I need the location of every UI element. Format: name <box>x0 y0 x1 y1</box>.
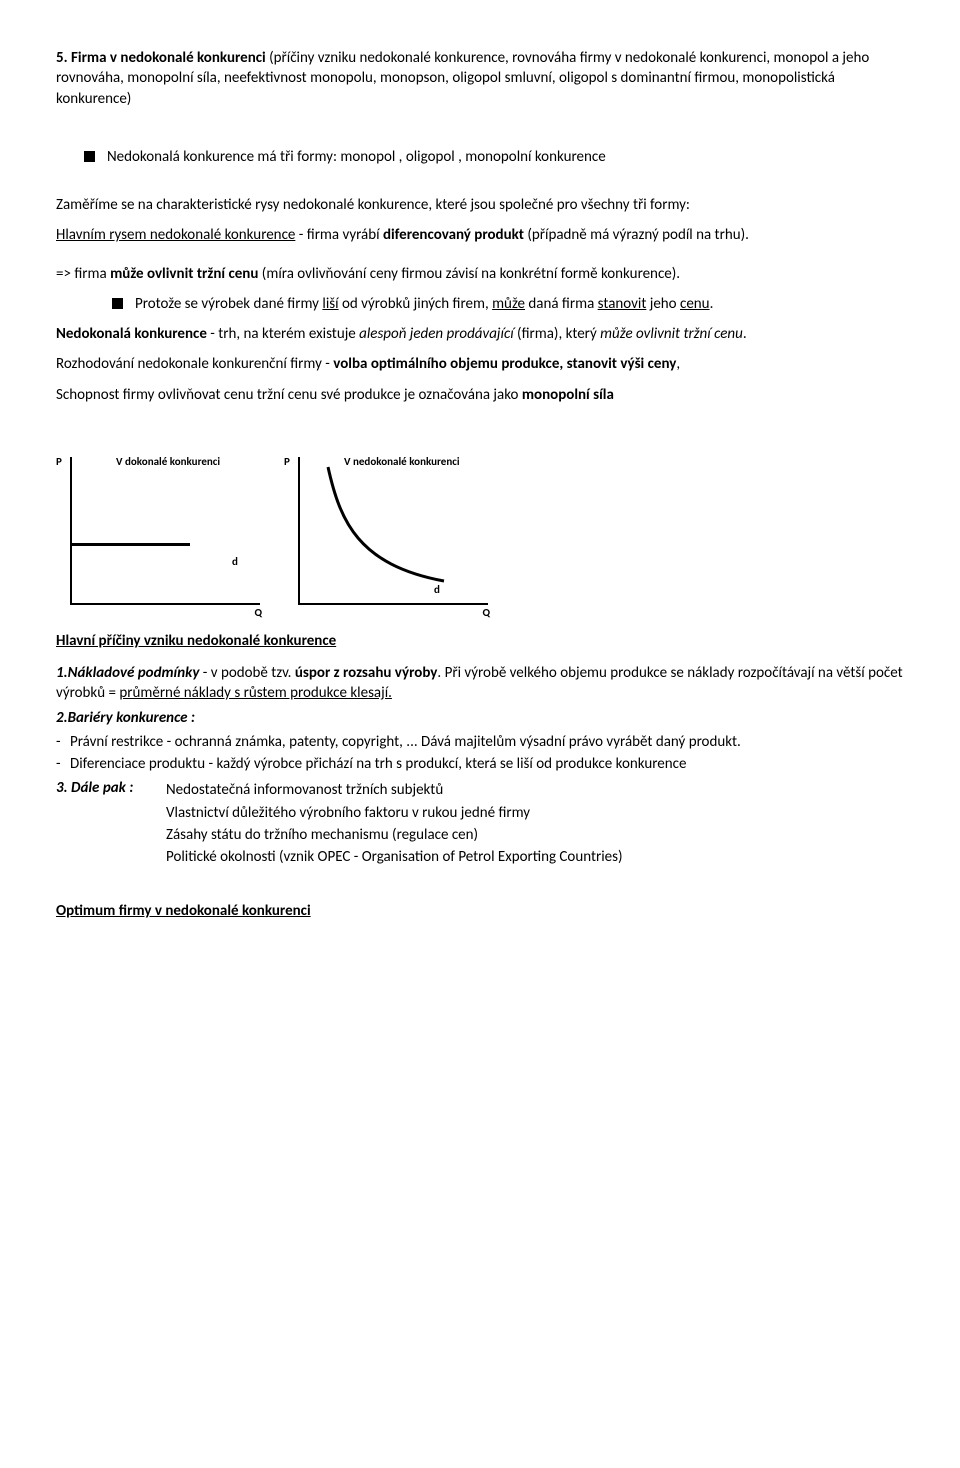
title-main: Firma v nedokonalé konkurenci <box>71 49 266 67</box>
demand-line-flat <box>72 543 190 546</box>
cause-1: 1.Nákladové podmínky - v podobě tzv. úsp… <box>56 663 904 704</box>
demand-curve-path <box>328 467 444 581</box>
cause-3-line: Nedostatečná informovanost tržních subje… <box>166 780 904 800</box>
paragraph-decision: Rozhodování nedokonale konkurenční firmy… <box>56 354 904 374</box>
paragraph-monopoly-power: Schopnost firmy ovlivňovat cenu tržní ce… <box>56 385 904 405</box>
heading-optimum: Optimum firmy v nedokonalé konkurenci <box>56 901 904 921</box>
cause-3-line: Zásahy státu do tržního mechanismu (regu… <box>166 825 904 845</box>
paragraph-definition: Nedokonalá konkurence - trh, na kterém e… <box>56 324 904 344</box>
axis-label-P: P <box>56 455 62 470</box>
y-axis <box>70 457 72 605</box>
chart-perfect-competition: P V dokonalé konkurenci d Q <box>56 455 266 625</box>
dash-icon: - <box>56 732 70 752</box>
demand-curve <box>284 455 494 625</box>
cause-3-line: Politické okolnosti (vznik OPEC - Organi… <box>166 847 904 867</box>
heading-causes: Hlavní příčiny vzniku nedokonalé konkure… <box>56 631 904 651</box>
axis-label-Q: Q <box>482 606 490 621</box>
square-bullet-icon <box>84 151 95 162</box>
bullet-text: Protože se výrobek dané firmy liší od vý… <box>135 294 713 314</box>
charts-container: P V dokonalé konkurenci d Q P V nedokona… <box>56 455 904 625</box>
square-bullet-icon <box>112 298 123 309</box>
x-axis <box>70 603 260 605</box>
dash-icon: - <box>56 754 70 774</box>
cause-2-item-1: - Právní restrikce - ochranná známka, pa… <box>56 732 904 752</box>
paragraph-intro: Zaměříme se na charakteristické rysy ned… <box>56 195 904 215</box>
cause-3-line: Vlastnictví důležitého výrobního faktoru… <box>166 803 904 823</box>
bullet-text: Nedokonalá konkurence má tři formy: mono… <box>107 147 606 167</box>
paragraph-main-feature: Hlavním rysem nedokonalé konkurence - fi… <box>56 225 904 245</box>
doc-title: 5. Firma v nedokonalé konkurenci (příčin… <box>56 48 904 109</box>
bullet-product-differs: Protože se výrobek dané firmy liší od vý… <box>112 294 904 314</box>
cause-2-header: 2.Bariéry konkurence : <box>56 708 904 728</box>
chart-imperfect-competition: P V nedokonalé konkurenci d Q <box>284 455 494 625</box>
axis-label-Q: Q <box>254 606 262 621</box>
curve-label-d: d <box>232 555 238 570</box>
bullet-three-forms: Nedokonalá konkurence má tři formy: mono… <box>84 147 904 167</box>
curve-label-d: d <box>434 583 440 598</box>
cause-2-item-2: - Diferenciace produktu - každý výrobce … <box>56 754 904 774</box>
chart-title: V dokonalé konkurenci <box>116 455 220 470</box>
paragraph-implication: => firma může ovlivnit tržní cenu (míra … <box>56 264 904 284</box>
title-number: 5. <box>56 49 68 67</box>
cause-3: 3. Dále pak : Nedostatečná informovanost… <box>56 778 904 869</box>
